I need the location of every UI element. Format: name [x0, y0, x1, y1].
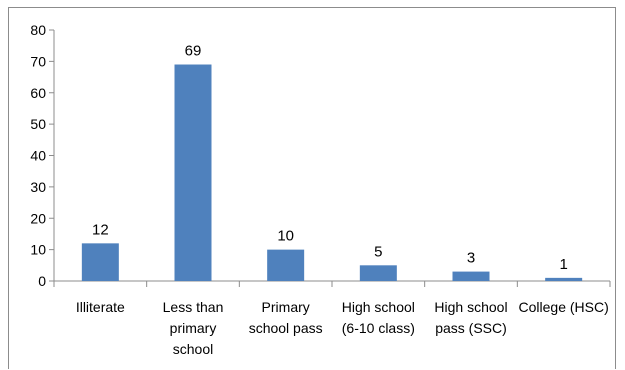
category-label-line: pass (SSC): [435, 320, 507, 336]
bar: [267, 249, 305, 281]
y-tick-label: 0: [38, 273, 46, 289]
y-tick-label: 60: [30, 85, 46, 101]
category-label-line: school: [173, 341, 213, 357]
y-tick-label: 50: [30, 116, 46, 132]
category-label: College (HSC): [519, 299, 609, 315]
category-label: Illiterate: [76, 299, 125, 315]
y-tick-label: 40: [30, 148, 46, 164]
category-label-line: primary: [170, 320, 217, 336]
category-label-line: Primary: [262, 299, 310, 315]
y-tick-label: 30: [30, 179, 46, 195]
data-label: 5: [374, 243, 382, 260]
category-label: High school pass (SSC): [434, 299, 507, 336]
y-tick-label: 80: [30, 22, 46, 38]
y-tick-label: 70: [30, 53, 46, 69]
bar: [81, 243, 119, 281]
category-label-line: (6-10 class): [342, 320, 415, 336]
category-label-line: Illiterate: [76, 299, 125, 315]
bar: [359, 265, 397, 281]
category-label-line: College (HSC): [519, 299, 609, 315]
data-label: 69: [185, 43, 202, 60]
category-label-line: High school: [434, 299, 507, 315]
category-label: Less than primary school: [163, 299, 224, 357]
y-tick-label: 20: [30, 210, 46, 226]
category-label: High school (6-10 class): [342, 299, 415, 336]
y-axis-ticks: 0 10 20 30 40 50 60 70 80: [30, 22, 54, 289]
category-label-line: school pass: [249, 320, 323, 336]
bar: [452, 271, 490, 281]
data-label: 1: [559, 256, 567, 273]
category-label: Primary school pass: [249, 299, 323, 336]
bar: [545, 277, 583, 281]
chart-frame: [8, 7, 616, 369]
axes: [53, 30, 611, 287]
y-tick-label: 10: [30, 242, 46, 258]
category-label-line: Less than: [163, 299, 224, 315]
bars: [81, 64, 583, 281]
x-axis-categories: Illiterate Less than primary school Primary s…: [76, 299, 609, 357]
data-label: 3: [467, 250, 475, 267]
data-label: 10: [277, 228, 294, 245]
category-label-line: High school: [342, 299, 415, 315]
data-labels: 12 69 10 5 3 1: [92, 43, 568, 273]
bar: [174, 64, 212, 281]
data-label: 12: [92, 221, 109, 238]
